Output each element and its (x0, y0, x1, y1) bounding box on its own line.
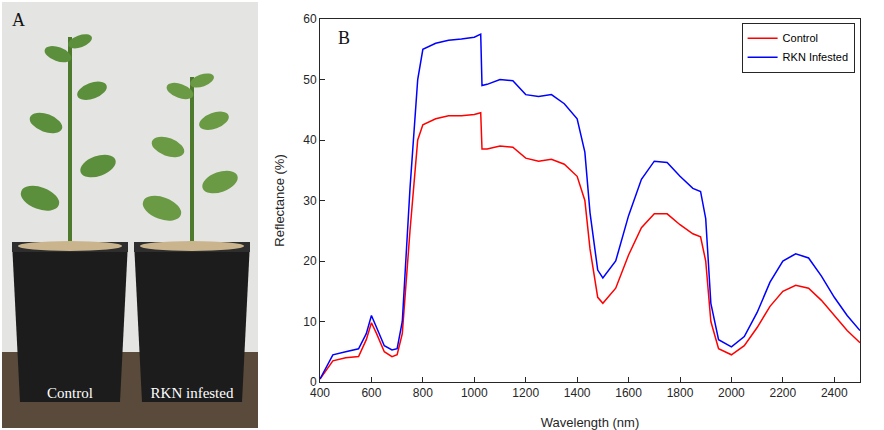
svg-text:B: B (338, 28, 350, 48)
svg-text:1600: 1600 (615, 386, 642, 400)
svg-text:RKN infested: RKN infested (151, 385, 234, 401)
svg-text:20: 20 (303, 254, 317, 268)
svg-text:Control: Control (783, 32, 818, 44)
svg-text:50: 50 (303, 73, 317, 87)
svg-text:1400: 1400 (564, 386, 591, 400)
svg-text:2000: 2000 (718, 386, 745, 400)
svg-text:400: 400 (310, 386, 330, 400)
svg-text:1200: 1200 (512, 386, 539, 400)
svg-text:10: 10 (303, 315, 317, 329)
svg-text:1800: 1800 (667, 386, 694, 400)
svg-text:600: 600 (361, 386, 381, 400)
svg-text:2200: 2200 (770, 386, 797, 400)
svg-text:60: 60 (303, 12, 317, 26)
svg-text:2400: 2400 (821, 386, 848, 400)
svg-text:40: 40 (303, 133, 317, 147)
svg-text:Reflectance (%): Reflectance (%) (272, 154, 287, 246)
svg-text:RKN Infested: RKN Infested (783, 51, 848, 63)
svg-text:Control: Control (47, 385, 93, 401)
svg-text:30: 30 (303, 194, 317, 208)
svg-text:A: A (12, 10, 25, 30)
svg-text:800: 800 (413, 386, 433, 400)
svg-text:1000: 1000 (461, 386, 488, 400)
svg-text:0: 0 (310, 375, 317, 389)
svg-text:Wavelength (nm): Wavelength (nm) (541, 415, 640, 430)
